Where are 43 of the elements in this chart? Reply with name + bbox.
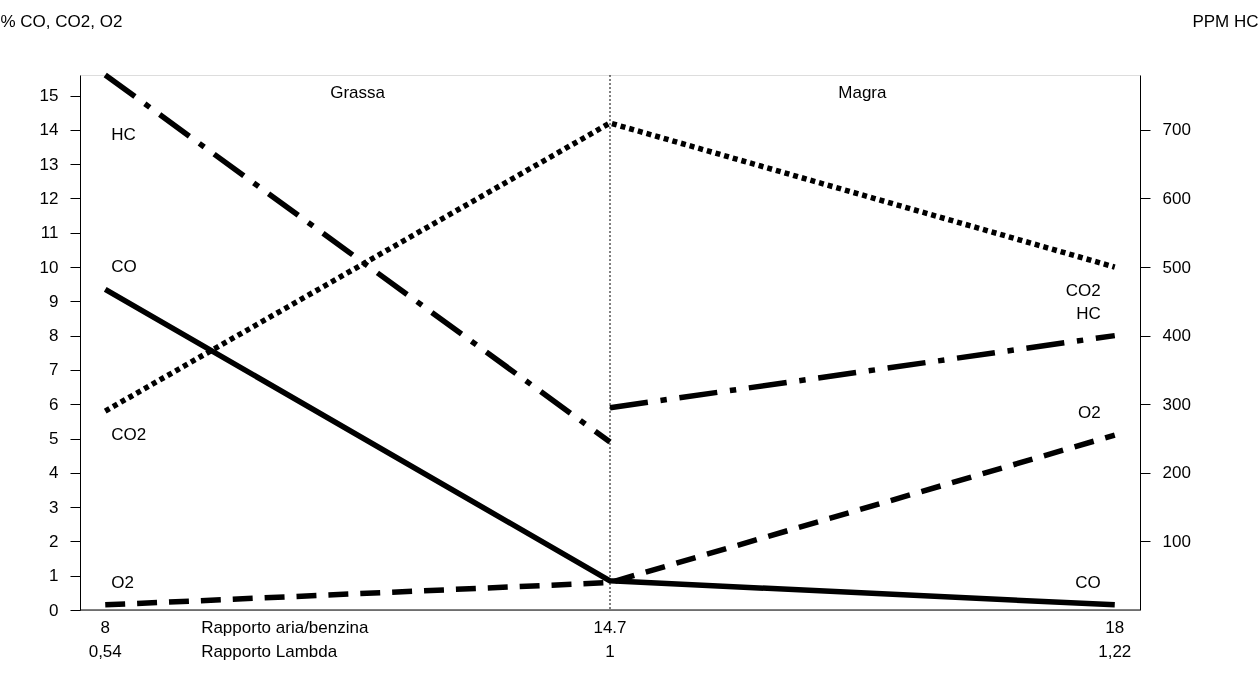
y-tick-label: 9 [49,291,59,311]
y2-tick-label: 600 [1162,188,1191,208]
y-tick-label: 14 [39,120,59,140]
text: 0,54 [88,642,122,661]
y-axis-title: % CO, CO2, O2 [0,11,123,31]
y2-axis-title: PPM HC [1192,11,1258,31]
y-tick-label: 2 [49,531,59,551]
annotation: Magra [838,83,888,102]
y-tick-label: 7 [49,360,59,380]
text: CO [111,257,137,277]
y-tick-label: 6 [49,394,59,414]
text: CO2 [1065,281,1101,301]
series-label: O2 [111,572,134,592]
x-axis-title: Rapporto aria/benzina [201,618,369,637]
annotation: Grassa [330,83,386,102]
series-label: HC [111,125,136,144]
series-label: CO [1075,572,1101,592]
y2-tick-label: 200 [1162,463,1191,483]
y-tick-label: 5 [49,429,59,449]
y-tick-label: 12 [39,188,59,208]
y2-tick-label: 500 [1162,257,1191,277]
series-label: HC [1076,303,1101,323]
text: 1,22 [1098,642,1132,661]
x-tick-label: 8 [100,618,110,637]
y-tick-label: 11 [40,223,59,243]
y2-tick-label: 100 [1162,531,1191,551]
y2-tick-label: 700 [1162,120,1191,140]
y2-tick-label: 300 [1162,394,1191,414]
y2-tick-label: 400 [1162,326,1191,346]
x-tick-label: 18 [1105,618,1125,637]
y-tick-label: 0 [49,600,59,620]
y-tick-label: 4 [49,463,59,483]
text: O2 [1078,403,1101,423]
y-tick-label: 15 [39,86,59,106]
y-tick-label: 10 [39,257,59,277]
y-tick-label: 1 [49,566,59,586]
x-tick-label: 14.7 [593,618,627,637]
y-tick-label: 8 [49,326,59,346]
text: Rapporto Lambda [201,642,338,661]
y-tick-label: 13 [39,154,59,174]
y-tick-label: 3 [49,497,59,517]
text: 1 [605,642,615,661]
series-label: CO2 [111,425,147,445]
